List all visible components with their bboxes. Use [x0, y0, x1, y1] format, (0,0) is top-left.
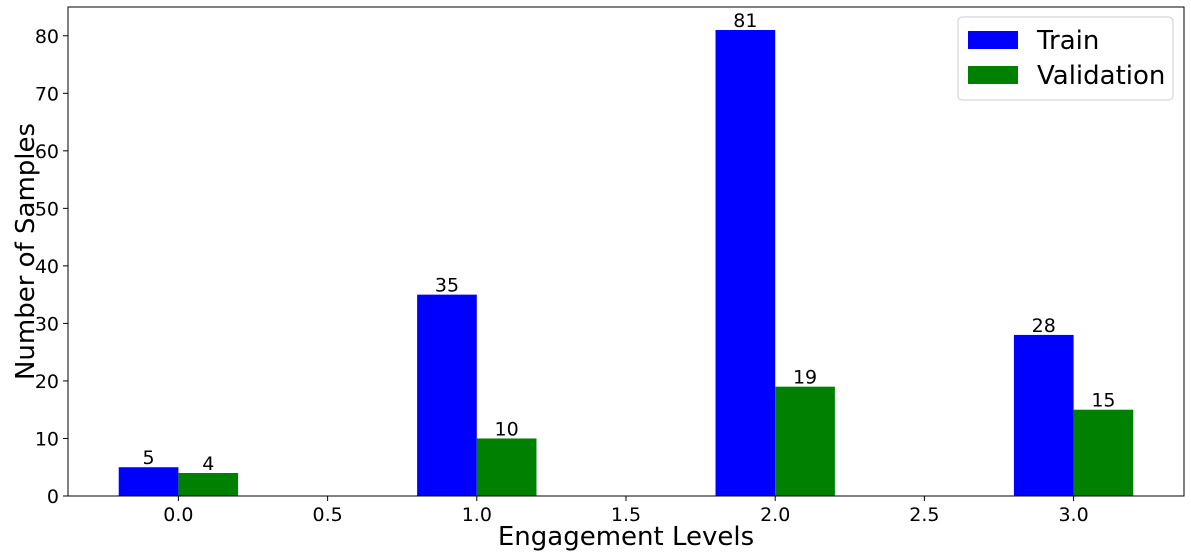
data-label-validation-2: 19 — [793, 367, 817, 389]
y-tick-label: 0 — [47, 486, 59, 508]
bar-validation-1 — [476, 438, 537, 496]
legend-label-train: Train — [1036, 26, 1099, 56]
legend-label-validation: Validation — [1037, 61, 1165, 91]
x-tick-label: 2.5 — [909, 504, 939, 526]
x-axis-ticks: 0.0 0.5 1.0 1.5 2.0 2.5 3.0 — [163, 496, 1089, 526]
y-tick-label: 30 — [35, 313, 59, 335]
y-tick-label: 20 — [35, 371, 59, 393]
y-axis-title: Number of Samples — [11, 123, 41, 380]
x-tick-label: 1.5 — [611, 504, 641, 526]
bar-train-0 — [118, 467, 179, 496]
y-tick-label: 50 — [35, 198, 59, 220]
data-label-validation-0: 4 — [202, 453, 214, 475]
legend-swatch-train — [968, 31, 1018, 49]
data-label-train-0: 5 — [143, 447, 155, 469]
x-tick-label: 1.0 — [462, 504, 492, 526]
data-label-train-3: 28 — [1032, 315, 1056, 337]
x-tick-label: 0.5 — [312, 504, 342, 526]
x-tick-label: 2.0 — [760, 504, 790, 526]
y-tick-label: 80 — [35, 26, 59, 48]
data-labels-group: 5 35 81 28 4 10 19 15 — [143, 10, 1116, 475]
y-tick-label: 70 — [35, 83, 59, 105]
bars-group — [118, 30, 1134, 496]
bar-validation-0 — [178, 472, 239, 496]
bar-train-2 — [715, 30, 776, 496]
x-axis-title: Engagement Levels — [498, 522, 754, 552]
data-label-train-1: 35 — [435, 275, 459, 297]
bar-train-3 — [1013, 334, 1074, 496]
plot-area-frame — [67, 6, 1185, 497]
bar-train-1 — [417, 294, 477, 496]
bar-validation-3 — [1073, 409, 1134, 496]
y-tick-label: 10 — [35, 428, 59, 450]
data-label-validation-3: 15 — [1091, 390, 1115, 412]
legend-swatch-validation — [968, 66, 1018, 84]
y-axis-ticks: 0 10 20 30 40 50 60 70 80 — [35, 26, 68, 508]
y-tick-label: 60 — [35, 141, 59, 163]
y-tick-label: 40 — [35, 256, 59, 278]
data-label-train-2: 81 — [733, 10, 757, 32]
x-tick-label: 3.0 — [1058, 504, 1088, 526]
bar-validation-2 — [775, 386, 835, 496]
x-tick-label: 0.0 — [163, 504, 193, 526]
data-label-validation-1: 10 — [495, 418, 519, 440]
legend: Train Validation — [957, 16, 1174, 101]
